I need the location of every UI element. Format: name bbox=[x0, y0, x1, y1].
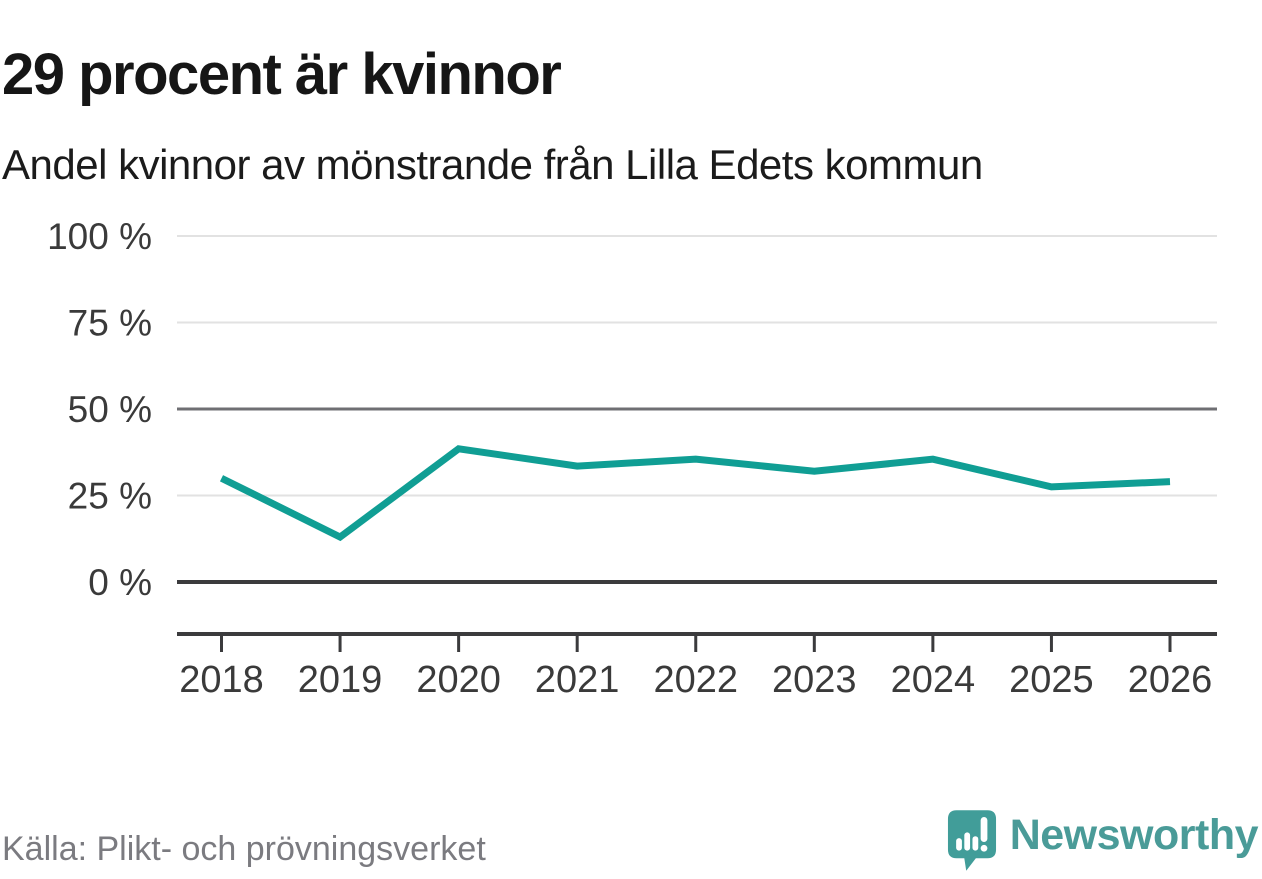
y-tick-label: 100 % bbox=[47, 216, 152, 257]
y-tick-label: 0 % bbox=[88, 562, 152, 603]
y-tick-label: 50 % bbox=[68, 389, 152, 430]
x-tick-label: 2025 bbox=[1009, 659, 1094, 701]
speech-bubble-bar-chart-exclamation-icon bbox=[947, 810, 996, 871]
page-title: 29 procent är kvinnor bbox=[2, 41, 562, 107]
x-tick-label: 2026 bbox=[1128, 659, 1213, 701]
brand-wordmark: Newsworthy bbox=[1009, 810, 1259, 859]
x-tick-label: 2019 bbox=[298, 659, 383, 701]
x-tick-label: 2022 bbox=[653, 659, 738, 701]
newsworthy-logo: Newsworthy bbox=[947, 809, 1259, 873]
y-tick-label: 75 % bbox=[68, 303, 152, 344]
x-tick-label: 2021 bbox=[535, 659, 620, 701]
x-tick-label: 2020 bbox=[416, 659, 501, 701]
chart-subtitle: Andel kvinnor av mönstrande från Lilla E… bbox=[2, 141, 983, 188]
y-tick-label: 25 % bbox=[68, 476, 152, 517]
source-note: Källa: Plikt- och prövningsverket bbox=[2, 830, 486, 868]
data-line bbox=[219, 445, 1171, 542]
x-tick-label: 2024 bbox=[891, 659, 976, 701]
x-tick-label: 2023 bbox=[772, 659, 857, 701]
x-tick-label: 2018 bbox=[179, 659, 264, 701]
